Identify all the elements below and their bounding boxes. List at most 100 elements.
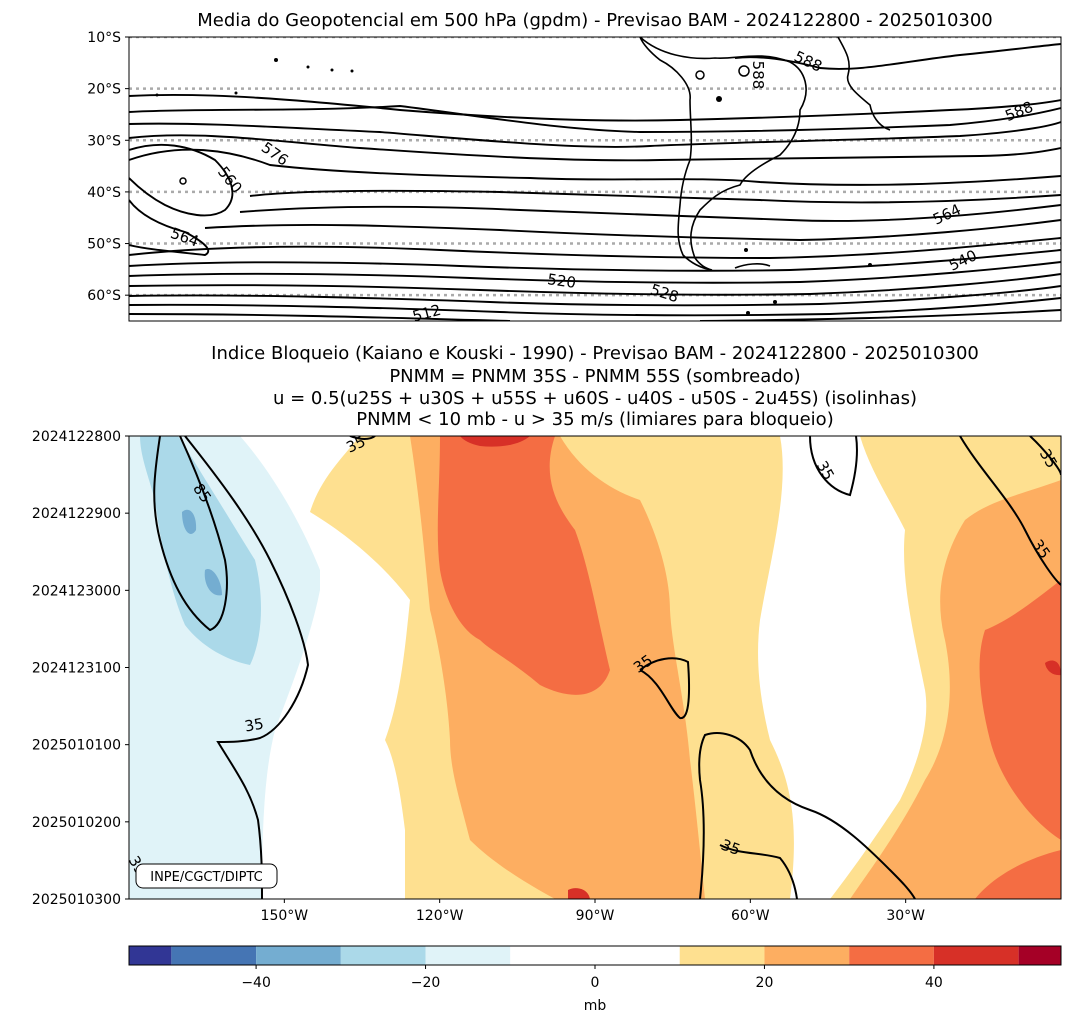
colorbar-tick-label: −20 xyxy=(411,975,441,991)
x-tick-label: 90°W xyxy=(576,908,615,924)
colorbar-segment xyxy=(933,946,1019,965)
africa-coast xyxy=(837,37,891,131)
contour-label: 520 xyxy=(546,270,577,292)
y-tick-label: 20°S xyxy=(87,82,121,98)
bottom-title-line: Indice Bloqueio (Kaiano e Kouski - 1990)… xyxy=(211,343,979,364)
y-tick-label: 2024123100 xyxy=(32,661,121,677)
y-tick-label: 2024122900 xyxy=(32,506,121,522)
colorbar-segment xyxy=(1018,946,1061,965)
colorbar: −40 −20 0 20 40 xyxy=(128,945,1062,991)
u-isolines xyxy=(153,436,1061,899)
y-tick-label: 2024123000 xyxy=(32,583,121,599)
contour-label: 528 xyxy=(648,280,681,306)
contour-label: 576 xyxy=(258,138,292,169)
y-tick-label: 30°S xyxy=(87,133,121,149)
bottom-title: Indice Bloqueio (Kaiano e Kouski - 1990)… xyxy=(211,343,979,430)
u-contour-line xyxy=(153,436,228,632)
x-tick-label: 150°W xyxy=(261,908,309,924)
contour-line xyxy=(734,43,1061,70)
bottom-y-axis: 2024122800 2024122900 2024123000 2024123100… xyxy=(32,429,129,908)
x-tick-label: 60°W xyxy=(731,908,770,924)
contour-line xyxy=(129,148,1061,186)
contour-line xyxy=(129,249,1061,272)
colorbar-segment xyxy=(256,946,341,965)
island-coast xyxy=(734,263,771,269)
colorbar-tick-label: 20 xyxy=(756,975,774,991)
colorbar-segment xyxy=(171,946,257,965)
y-tick-label: 2025010100 xyxy=(32,738,121,754)
y-tick-label: 2025010300 xyxy=(32,892,121,908)
bottom-title-line: PNMM < 10 mb - u > 35 m/s (limiares para… xyxy=(356,409,833,430)
u-contour-line xyxy=(184,436,310,899)
y-tick-label: 60°S xyxy=(87,288,121,304)
u-contour-line xyxy=(349,436,376,440)
shade-band xyxy=(182,509,197,534)
contour-line xyxy=(129,199,210,256)
south-america-coast xyxy=(639,37,807,271)
contour-line xyxy=(129,134,1061,162)
contour-line xyxy=(129,143,234,217)
y-tick-label: 2025010200 xyxy=(32,815,121,831)
small-islands xyxy=(155,58,872,315)
colorbar-tick-label: 0 xyxy=(591,975,600,991)
contour-line xyxy=(129,297,1061,317)
contour-line xyxy=(129,121,1061,148)
y-tick-label: 2024122800 xyxy=(32,429,121,445)
contour-line xyxy=(129,313,511,321)
contour-label: 35 xyxy=(719,836,743,859)
y-tick-label: 40°S xyxy=(87,185,121,201)
shade-band xyxy=(975,850,1061,899)
contour-label: 35 xyxy=(243,715,265,736)
y-tick-label: 50°S xyxy=(87,237,121,253)
contour-line xyxy=(129,285,1061,307)
shade-band xyxy=(140,436,262,665)
contour-line xyxy=(249,189,1061,204)
colorbar-segment xyxy=(129,946,172,965)
contour-label: 512 xyxy=(411,301,443,326)
u-contour-line xyxy=(639,657,691,719)
geopotential-contours xyxy=(129,43,1061,321)
shade-band xyxy=(460,436,530,447)
contour-label: 588 xyxy=(1002,98,1035,125)
contour-label: 564 xyxy=(930,200,964,228)
contour-line xyxy=(129,273,1061,296)
bottom-x-axis: 150°W 120°W 90°W 60°W 30°W xyxy=(261,899,925,924)
contour-label: 564 xyxy=(168,224,201,251)
shade-band xyxy=(850,480,1061,899)
shade-band xyxy=(204,569,222,596)
bottom-title-line: PNMM = PNMM 35S - PNMM 55S (sombreado) xyxy=(389,366,800,387)
top-y-axis: 10°S 20°S 30°S 40°S 50°S 60°S xyxy=(87,30,129,304)
colorbar-tick-label: −40 xyxy=(241,975,271,991)
u-contour-line xyxy=(809,436,858,497)
colorbar-segment xyxy=(425,946,511,965)
top-map-area: 560 564 576 588 588 588 564 540 520 528 … xyxy=(129,37,1061,326)
contour-line xyxy=(204,219,1061,241)
u-contour-line xyxy=(698,732,916,899)
top-title: Media do Geopotencial em 500 hPa (gpdm) … xyxy=(197,10,993,31)
top-contour-labels: 560 564 576 588 588 588 564 540 520 528 … xyxy=(168,47,1036,326)
colorbar-segment xyxy=(510,946,680,965)
shade-band xyxy=(1045,660,1061,676)
hovmoller-area: 35 85 35 35 35 35 35 35 35 xyxy=(129,436,1061,899)
shade-band xyxy=(437,436,610,695)
u-contour-line xyxy=(719,844,798,899)
y-tick-label: 10°S xyxy=(87,30,121,46)
contour-line xyxy=(129,237,1061,259)
top-plot-frame xyxy=(128,36,1062,322)
contour-line xyxy=(129,93,1061,122)
colorbar-segment xyxy=(764,946,850,965)
credit-box: INPE/CGCT/DIPTC xyxy=(135,863,278,889)
colorbar-label: mb xyxy=(584,998,607,1014)
bottom-title-line: u = 0.5(u25S + u30S + u55S + u60S - u40S… xyxy=(273,388,917,409)
shade-band xyxy=(979,580,1061,840)
colorbar-segment xyxy=(849,946,934,965)
contour-line xyxy=(129,261,1061,284)
contour-label: 588 xyxy=(791,47,825,75)
contour-line xyxy=(239,204,1061,222)
contour-label: 588 xyxy=(749,61,767,90)
latitude-gridlines xyxy=(129,37,1061,297)
contour-line xyxy=(129,105,1061,133)
colorbar-tick-label: 40 xyxy=(925,975,943,991)
shade-band xyxy=(568,888,590,899)
